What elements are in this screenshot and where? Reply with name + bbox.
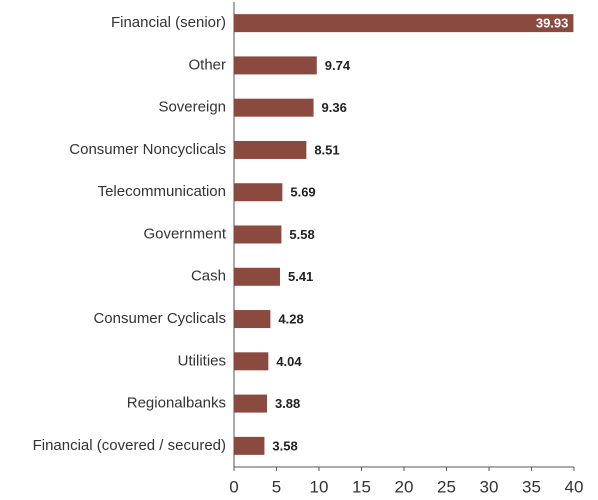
y-tick-label: Regionalbanks bbox=[127, 395, 226, 412]
y-tick-label: Sovereign bbox=[158, 99, 226, 116]
bar bbox=[234, 140, 307, 159]
y-tick-label: Telecommunication bbox=[98, 183, 226, 200]
y-tick-label: Government bbox=[143, 225, 226, 242]
bar bbox=[234, 310, 271, 329]
bar bbox=[234, 56, 317, 75]
data-label: 8.51 bbox=[314, 142, 339, 157]
x-tick-label: 30 bbox=[480, 477, 499, 496]
data-label: 3.58 bbox=[272, 438, 297, 453]
data-label: 9.74 bbox=[325, 58, 351, 73]
data-label: 39.93 bbox=[536, 16, 569, 31]
data-label: 3.88 bbox=[275, 396, 300, 411]
y-tick-label: Consumer Noncyclicals bbox=[69, 141, 226, 158]
bar bbox=[234, 394, 267, 413]
x-tick-label: 5 bbox=[272, 477, 281, 496]
bar bbox=[234, 352, 269, 371]
bar bbox=[234, 267, 280, 286]
bar bbox=[234, 225, 282, 244]
data-label: 9.36 bbox=[322, 100, 347, 115]
x-tick-label: 10 bbox=[310, 477, 329, 496]
data-label: 4.28 bbox=[278, 311, 303, 326]
bar bbox=[234, 98, 314, 117]
x-tick-label: 0 bbox=[229, 477, 238, 496]
y-tick-label: Cash bbox=[191, 268, 226, 285]
bar bbox=[234, 436, 265, 455]
bar bbox=[234, 14, 574, 33]
y-tick-label: Financial (senior) bbox=[111, 14, 226, 31]
x-tick-label: 25 bbox=[437, 477, 456, 496]
x-tick-label: 20 bbox=[395, 477, 414, 496]
x-tick-label: 15 bbox=[352, 477, 371, 496]
data-label: 5.41 bbox=[288, 269, 313, 284]
data-label: 5.58 bbox=[289, 227, 314, 242]
x-tick-label: 40 bbox=[565, 477, 584, 496]
y-tick-label: Other bbox=[188, 56, 226, 73]
y-tick-label: Utilities bbox=[178, 352, 226, 369]
y-tick-label: Financial (covered / secured) bbox=[33, 437, 226, 454]
data-label: 4.04 bbox=[276, 354, 302, 369]
data-label: 5.69 bbox=[290, 185, 315, 200]
x-tick-label: 35 bbox=[522, 477, 541, 496]
y-tick-label: Consumer Cyclicals bbox=[93, 310, 226, 327]
bar bbox=[234, 183, 283, 202]
